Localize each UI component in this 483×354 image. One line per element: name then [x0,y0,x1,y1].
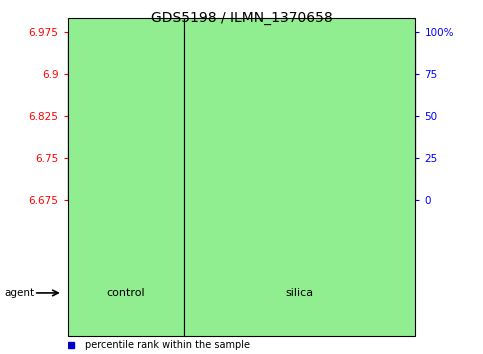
Text: GSM665792: GSM665792 [368,202,376,253]
Text: silica: silica [285,288,313,298]
Text: control: control [106,288,145,298]
Text: GDS5198 / ILMN_1370658: GDS5198 / ILMN_1370658 [151,11,332,25]
Bar [386,200,415,267]
Bar [307,116,321,200]
Text: GSM665793: GSM665793 [397,202,405,253]
Bar [365,88,379,200]
Text: GSM665761: GSM665761 [78,202,86,253]
Text: GSM665775: GSM665775 [310,202,318,253]
Bar [97,200,126,267]
Text: GSM665785: GSM665785 [339,202,347,253]
Text: GSM665754: GSM665754 [223,202,231,253]
Bar [191,46,205,200]
Bar [75,110,89,200]
Bar [184,200,213,267]
Text: GSM665771: GSM665771 [107,202,115,253]
Text: agent: agent [5,288,35,298]
Text: GSM665788: GSM665788 [165,202,173,253]
Bar [162,113,176,200]
Bar [213,200,242,267]
Bar [336,161,350,200]
Bar [299,200,328,267]
Bar [133,144,147,200]
Bar [126,200,155,267]
Text: transformed count: transformed count [85,322,176,332]
Text: GSM665774: GSM665774 [136,202,144,253]
Bar [357,200,386,267]
Text: percentile rank within the sample: percentile rank within the sample [85,340,250,350]
Text: GSM665770: GSM665770 [281,202,289,253]
Text: GSM665769: GSM665769 [252,202,260,253]
Bar [220,74,234,200]
Text: GSM665750: GSM665750 [194,202,202,253]
Bar [394,86,408,200]
Bar [270,200,299,267]
Bar [278,125,292,200]
Bar [155,200,184,267]
Bar [242,200,270,267]
Bar [104,54,118,200]
Bar [249,119,263,200]
Bar [328,200,357,267]
Bar [68,200,97,267]
